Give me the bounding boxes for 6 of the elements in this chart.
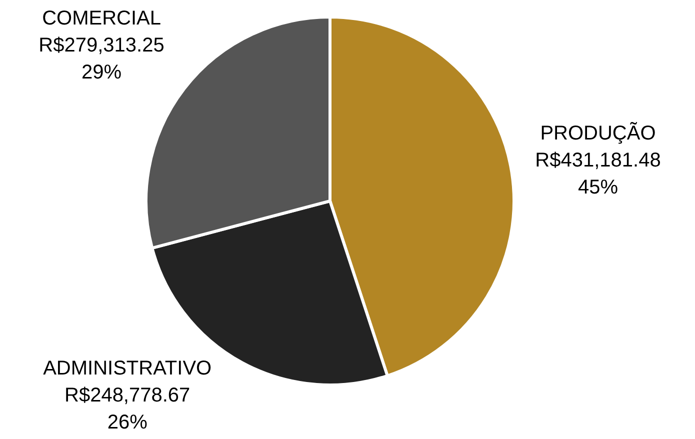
data-label: R$431,181.48 45% [535, 149, 661, 198]
data-label: R$279,313.25 29% [38, 34, 164, 84]
slice-label: COMERCIAL [42, 7, 161, 30]
slice-label: PRODUÇÃO [540, 121, 656, 144]
slice-label: ADMINISTRATIVO [43, 357, 212, 380]
data-label: R$248,778.67 26% [64, 384, 190, 434]
